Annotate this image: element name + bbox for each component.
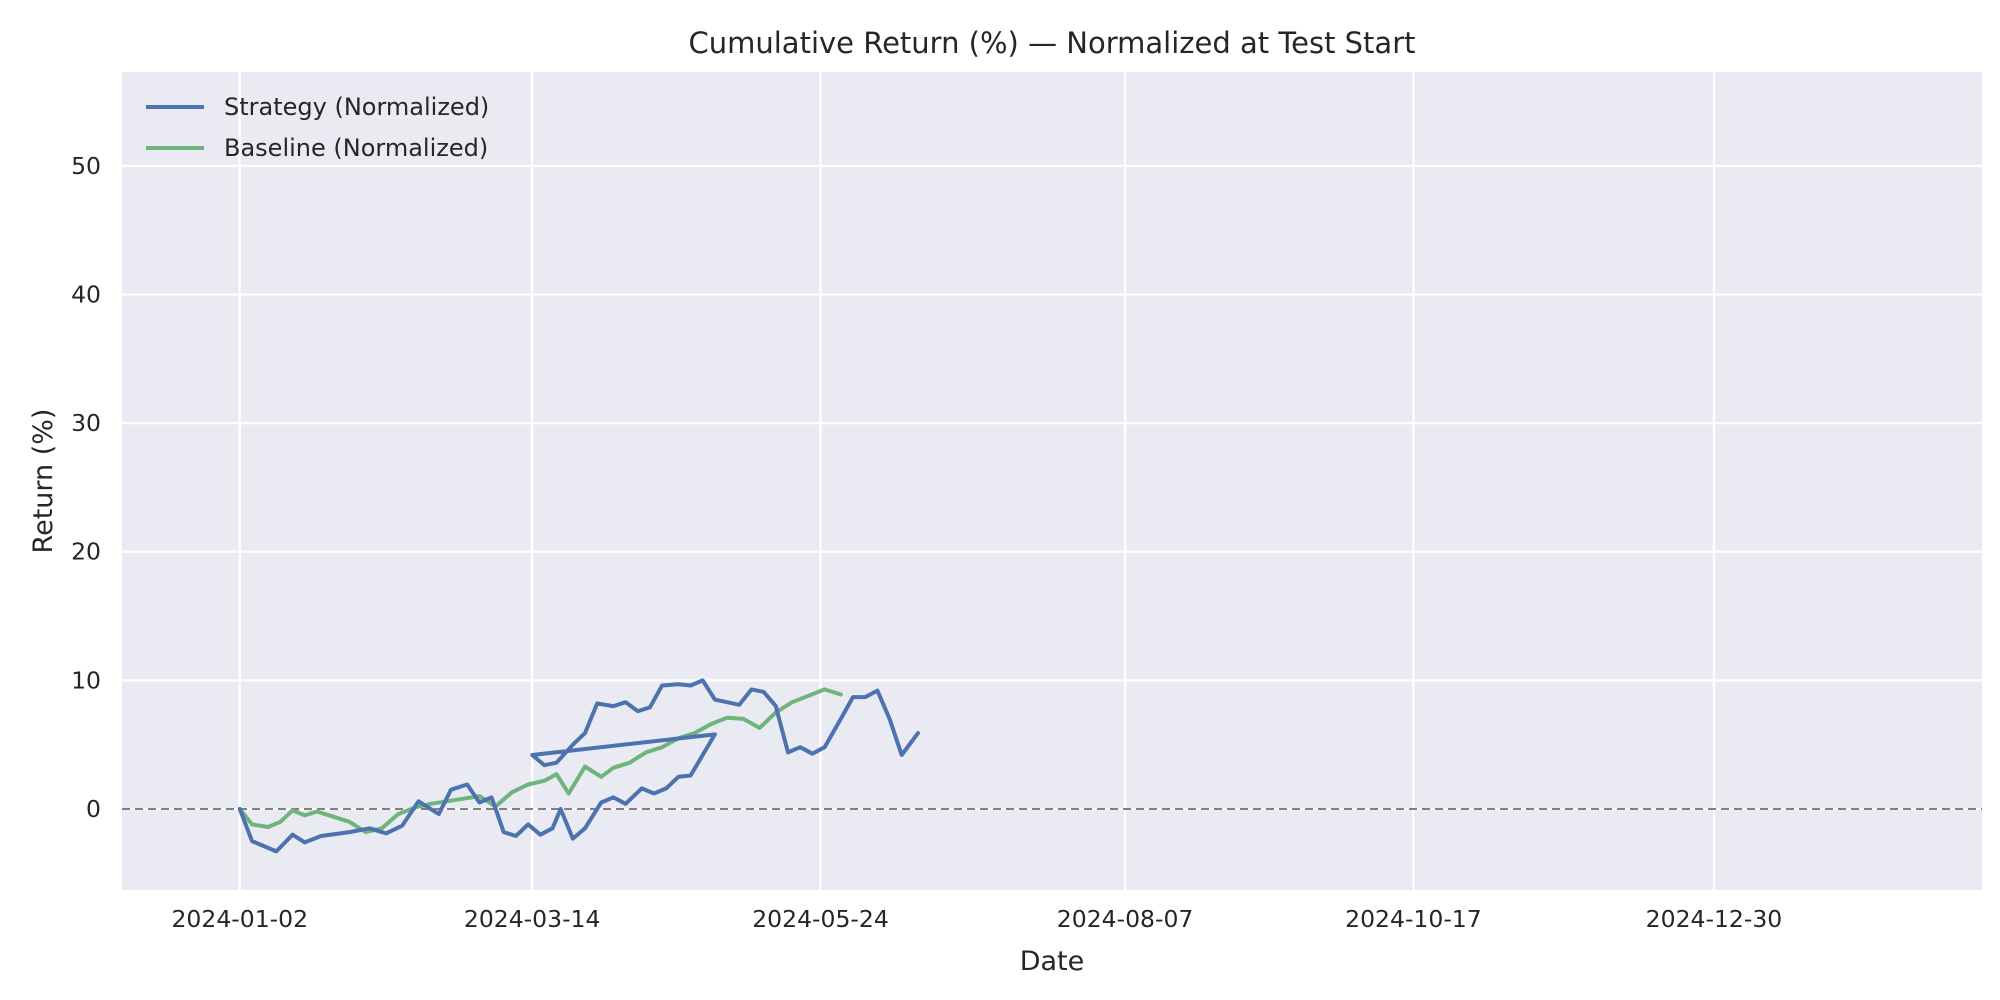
chart-title: Cumulative Return (%) — Normalized at Te… xyxy=(688,26,1415,60)
y-tick-label-2: 20 xyxy=(71,538,101,566)
y-tick-label-1: 10 xyxy=(71,666,101,694)
y-axis-label: Return (%) xyxy=(28,409,59,554)
legend: Strategy (Normalized) Baseline (Normaliz… xyxy=(146,93,489,162)
series-line-strategy xyxy=(237,678,920,854)
y-tick-label-0: 0 xyxy=(86,795,101,823)
y-tick-labels: 0 10 20 30 40 50 xyxy=(71,152,101,823)
y-tick-label-3: 30 xyxy=(71,409,101,437)
x-tick-label-2: 2024-05-24 xyxy=(752,905,889,933)
x-tick-label-3: 2024-08-07 xyxy=(1057,905,1194,933)
legend-label-baseline: Baseline (Normalized) xyxy=(224,134,488,162)
x-tick-labels: 2024-01-02 2024-03-14 2024-05-24 2024-08-07… xyxy=(171,905,1782,933)
plot-area xyxy=(122,72,1982,890)
series-line-baseline xyxy=(237,687,843,835)
y-tick-label-4: 40 xyxy=(71,281,101,309)
y-tick-label-5: 50 xyxy=(71,152,101,180)
legend-label-strategy: Strategy (Normalized) xyxy=(224,93,489,121)
x-tick-label-4: 2024-10-17 xyxy=(1345,905,1482,933)
x-tick-label-0: 2024-01-02 xyxy=(171,905,308,933)
grid-x xyxy=(238,72,1716,890)
x-tick-label-5: 2024-12-30 xyxy=(1646,905,1783,933)
series-layer xyxy=(237,678,920,854)
x-axis-label: Date xyxy=(1020,946,1085,977)
x-tick-label-1: 2024-03-14 xyxy=(464,905,601,933)
